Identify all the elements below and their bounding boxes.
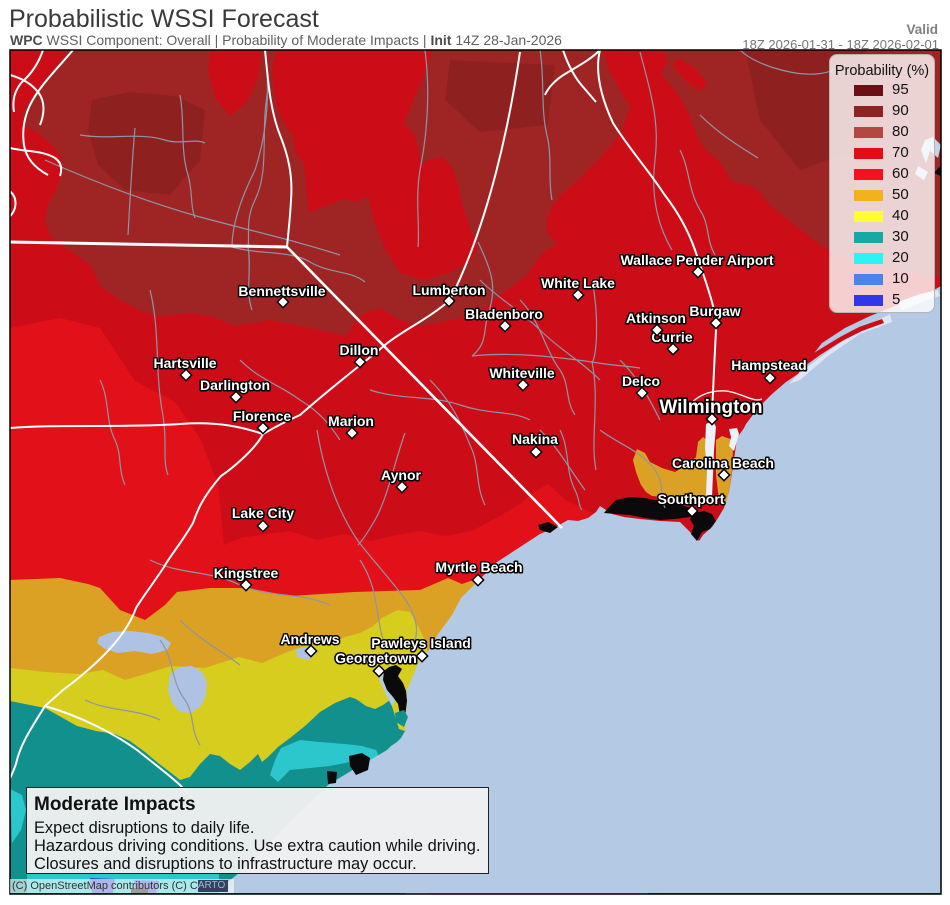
svg-text:Georgetown: Georgetown	[335, 650, 417, 666]
svg-text:Marion: Marion	[328, 413, 374, 429]
svg-text:Whiteville: Whiteville	[489, 365, 555, 381]
svg-text:Pawleys Island: Pawleys Island	[371, 635, 471, 651]
svg-text:Hampstead: Hampstead	[731, 357, 806, 373]
svg-text:Lake City: Lake City	[232, 505, 294, 521]
svg-text:Kingstree: Kingstree	[214, 565, 279, 581]
svg-text:Nakina: Nakina	[512, 431, 558, 447]
svg-text:White Lake: White Lake	[541, 275, 615, 291]
svg-text:Dillon: Dillon	[340, 342, 379, 358]
svg-text:Burgaw: Burgaw	[689, 303, 740, 319]
svg-text:Andrews: Andrews	[280, 631, 339, 647]
svg-text:Aynor: Aynor	[381, 467, 421, 483]
svg-text:Atkinson: Atkinson	[626, 310, 686, 326]
svg-text:Bennettsville: Bennettsville	[238, 283, 325, 299]
svg-text:Southport: Southport	[658, 491, 725, 507]
svg-text:Florence: Florence	[233, 408, 292, 424]
svg-text:Carolina Beach: Carolina Beach	[672, 455, 774, 471]
svg-text:Wallace Pender Airport: Wallace Pender Airport	[620, 252, 773, 268]
svg-text:Delco: Delco	[622, 373, 660, 389]
svg-text:Darlington: Darlington	[200, 377, 270, 393]
svg-text:Lumberton: Lumberton	[412, 282, 485, 298]
svg-text:Hartsville: Hartsville	[153, 355, 216, 371]
svg-text:Bladenboro: Bladenboro	[465, 306, 543, 322]
svg-text:Myrtle Beach: Myrtle Beach	[435, 559, 522, 575]
